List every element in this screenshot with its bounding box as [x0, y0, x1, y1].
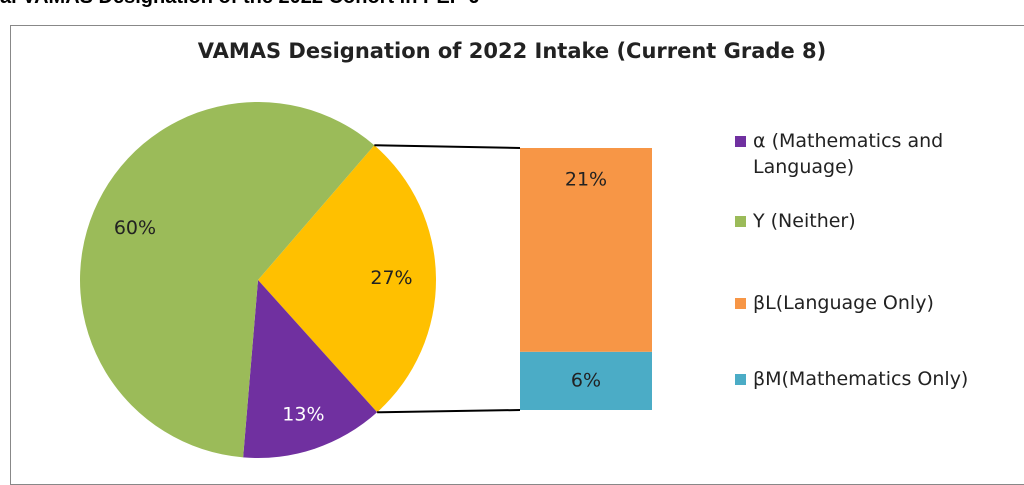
- data-label: 6%: [571, 369, 601, 391]
- pie-slice: [243, 280, 378, 458]
- legend-swatch: [735, 374, 746, 385]
- pie-slice: [80, 102, 375, 458]
- legend-item: βM(Mathematics Only): [735, 366, 1005, 392]
- legend-label: Υ (Neither): [753, 210, 856, 232]
- data-label: 27%: [370, 267, 412, 289]
- legend-item: βL(Language Only): [735, 290, 1005, 316]
- data-label: 21%: [565, 169, 607, 191]
- legend-item: Υ (Neither): [735, 208, 1005, 234]
- legend-label: βL(Language Only): [753, 292, 934, 314]
- bar-segment: [520, 148, 652, 352]
- legend-label: βM(Mathematics Only): [753, 368, 969, 390]
- legend-swatch: [735, 136, 746, 147]
- legend-swatch: [735, 216, 746, 227]
- pie-slice: [258, 145, 436, 413]
- legend-item: α (Mathematics and Language): [735, 128, 1005, 180]
- data-label: 13%: [282, 403, 324, 425]
- legend-swatch: [735, 298, 746, 309]
- legend-label: α (Mathematics and Language): [753, 130, 944, 178]
- connector: [374, 144, 521, 149]
- chart-title: VAMAS Designation of 2022 Intake (Curren…: [198, 39, 826, 63]
- connector: [377, 409, 521, 414]
- data-label: 60%: [114, 217, 156, 239]
- bar-segment: [520, 351, 652, 410]
- header-title: al VAMAS Designation of the 2022 Cohort …: [0, 0, 479, 9]
